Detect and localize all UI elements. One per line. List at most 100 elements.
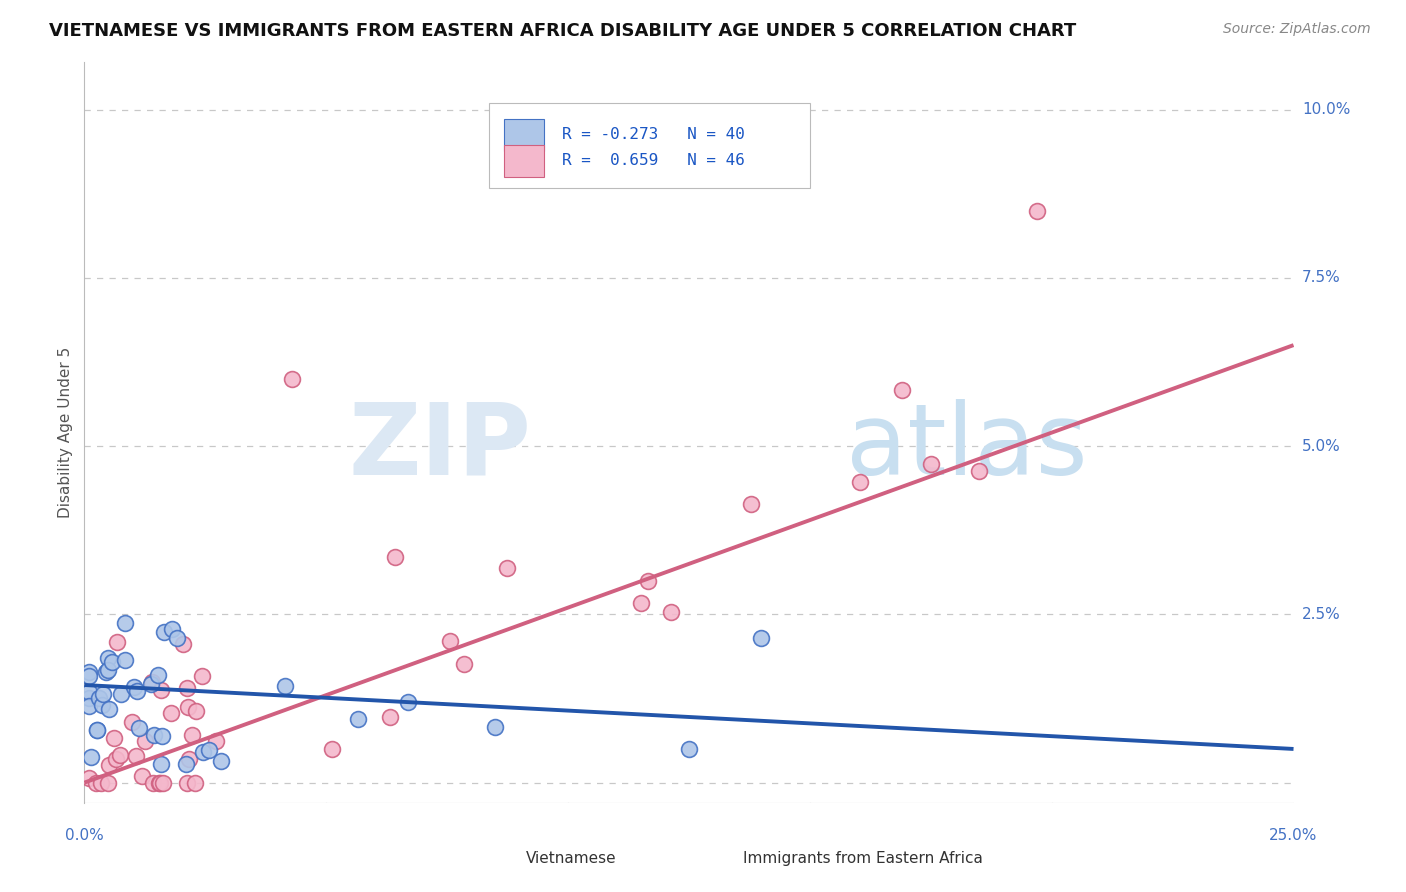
Point	[172, 636, 194, 650]
Point	[134, 734, 156, 748]
Point	[89, 691, 111, 706]
Text: 25.0%: 25.0%	[1270, 828, 1317, 843]
Point	[98, 702, 121, 716]
Point	[150, 757, 173, 772]
Point	[967, 464, 990, 478]
Point	[378, 710, 401, 724]
Point	[105, 635, 128, 649]
Bar	[503, 145, 544, 178]
Point	[398, 695, 420, 709]
Point	[678, 742, 700, 756]
Point	[110, 686, 132, 700]
Point	[139, 676, 162, 690]
Point	[105, 752, 128, 766]
Point	[101, 655, 124, 669]
Point	[141, 674, 163, 689]
Point	[97, 663, 120, 677]
Point	[77, 698, 100, 713]
Point	[86, 723, 108, 737]
Point	[77, 771, 100, 785]
Point	[143, 728, 166, 742]
Point	[97, 775, 120, 789]
Point	[127, 684, 149, 698]
Point	[98, 758, 121, 772]
Point	[453, 657, 475, 672]
Point	[209, 754, 232, 768]
Point	[160, 622, 183, 636]
Point	[148, 775, 170, 789]
Y-axis label: Disability Age Under 5: Disability Age Under 5	[58, 347, 73, 518]
Point	[97, 651, 120, 665]
Text: ZIP: ZIP	[349, 399, 531, 496]
Text: Vietnamese: Vietnamese	[526, 851, 616, 866]
Point	[77, 669, 100, 683]
Text: 5.0%: 5.0%	[1302, 439, 1340, 453]
Point	[180, 729, 202, 743]
Point	[184, 775, 207, 789]
Point	[152, 775, 174, 789]
Point	[77, 665, 100, 679]
Point	[321, 741, 343, 756]
Point	[484, 720, 506, 734]
Point	[176, 775, 198, 789]
Point	[114, 615, 136, 630]
Point	[920, 457, 942, 471]
Point	[122, 680, 145, 694]
Point	[637, 574, 659, 588]
Point	[90, 775, 112, 789]
Point	[496, 560, 519, 574]
Text: Source: ZipAtlas.com: Source: ZipAtlas.com	[1223, 22, 1371, 37]
Point	[80, 749, 103, 764]
Point	[166, 631, 188, 645]
Text: 0.0%: 0.0%	[65, 828, 104, 843]
Point	[177, 752, 200, 766]
Text: 10.0%: 10.0%	[1302, 102, 1350, 117]
Text: R =  0.659   N = 46: R = 0.659 N = 46	[562, 153, 745, 169]
Text: 7.5%: 7.5%	[1302, 270, 1340, 285]
Point	[160, 706, 183, 720]
Point	[150, 682, 173, 697]
Point	[439, 634, 461, 648]
Point	[281, 372, 304, 386]
Point	[142, 775, 165, 789]
Text: VIETNAMESE VS IMMIGRANTS FROM EASTERN AFRICA DISABILITY AGE UNDER 5 CORRELATION : VIETNAMESE VS IMMIGRANTS FROM EASTERN AF…	[49, 22, 1077, 40]
Point	[751, 631, 773, 645]
Point	[1026, 203, 1049, 218]
FancyBboxPatch shape	[489, 103, 810, 188]
Point	[84, 775, 107, 789]
Text: atlas: atlas	[846, 399, 1088, 496]
Point	[659, 605, 682, 619]
Point	[125, 748, 148, 763]
Point	[849, 475, 872, 489]
Point	[740, 497, 762, 511]
Point	[108, 747, 131, 762]
Bar	[484, 844, 517, 872]
Point	[114, 652, 136, 666]
Point	[150, 729, 173, 743]
Point	[891, 383, 914, 397]
Bar	[702, 844, 735, 872]
Point	[198, 743, 221, 757]
Text: R = -0.273   N = 40: R = -0.273 N = 40	[562, 128, 745, 143]
Point	[177, 700, 200, 714]
Bar	[503, 119, 544, 152]
Point	[191, 669, 214, 683]
Text: 2.5%: 2.5%	[1302, 607, 1340, 622]
Point	[91, 687, 114, 701]
Text: Immigrants from Eastern Africa: Immigrants from Eastern Africa	[744, 851, 983, 866]
Point	[148, 668, 170, 682]
Point	[77, 684, 100, 698]
Point	[128, 721, 150, 735]
Point	[86, 723, 108, 737]
Point	[174, 756, 197, 771]
Point	[131, 769, 153, 783]
Point	[176, 681, 198, 696]
Point	[273, 680, 295, 694]
Point	[121, 715, 143, 730]
Point	[77, 690, 100, 705]
Point	[384, 549, 406, 564]
Point	[96, 665, 118, 679]
Point	[152, 624, 174, 639]
Point	[149, 775, 172, 789]
Point	[193, 745, 215, 759]
